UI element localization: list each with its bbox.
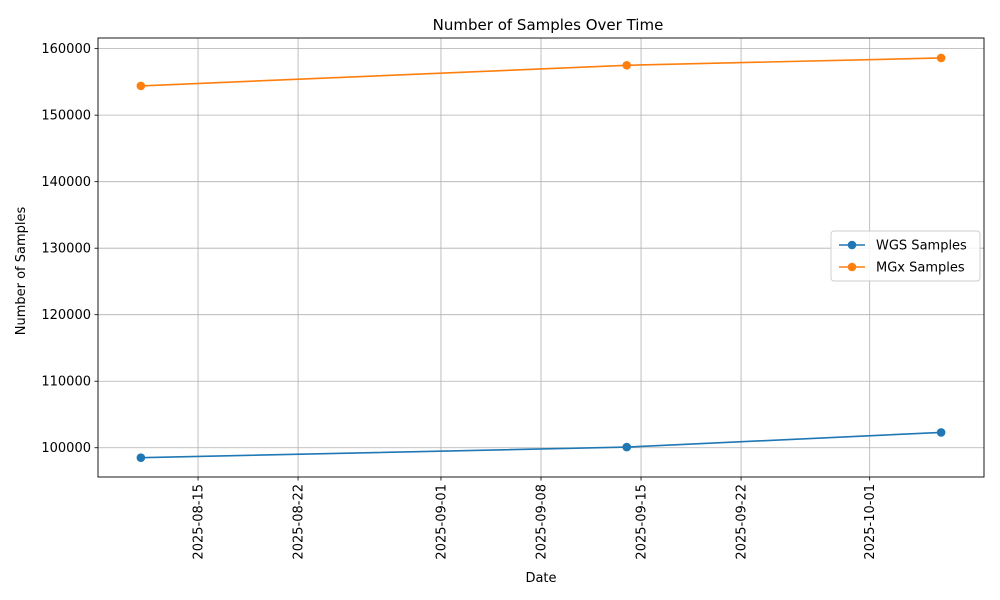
x-axis-label: Date xyxy=(525,571,556,586)
data-point xyxy=(936,53,946,63)
data-point xyxy=(936,428,946,437)
x-tick-label: 2025-09-15 xyxy=(635,484,650,560)
x-tick-label: 2025-08-15 xyxy=(192,484,207,560)
y-tick-label: 160000 xyxy=(41,42,91,57)
legend-item: MGx Samples xyxy=(839,261,965,276)
series-layer xyxy=(136,53,946,463)
y-axis: 100000 110000 120000 130000 140000 150000 1600… xyxy=(41,42,98,456)
x-tick-label: 2025-09-01 xyxy=(434,484,449,560)
legend: WGS Samples MGx Samples xyxy=(830,230,981,282)
y-tick-label: 110000 xyxy=(41,375,91,390)
x-tick-label: 2025-08-22 xyxy=(292,484,307,560)
data-point xyxy=(622,60,632,70)
data-point xyxy=(622,442,632,452)
legend-item: WGS Samples xyxy=(839,239,967,254)
legend-label: WGS Samples xyxy=(876,239,967,254)
x-axis: 2025-08-15 2025-08-22 2025-09-01 2025-09-08… xyxy=(192,477,878,560)
y-tick-label: 130000 xyxy=(41,242,91,257)
y-tick-label: 150000 xyxy=(41,109,91,124)
y-axis-label: Number of Samples xyxy=(14,207,29,336)
grid-lines xyxy=(98,38,984,477)
series-wgs-samples xyxy=(136,428,946,463)
legend-marker xyxy=(847,240,857,250)
y-tick-label: 140000 xyxy=(41,175,91,190)
series-mgx-samples xyxy=(136,53,946,91)
x-tick-label: 2025-09-08 xyxy=(535,484,550,560)
legend-label: MGx Samples xyxy=(876,261,965,276)
legend-marker xyxy=(847,262,857,272)
y-tick-label: 100000 xyxy=(41,441,91,456)
y-tick-label: 120000 xyxy=(41,308,91,323)
legend-box xyxy=(830,230,981,282)
x-tick-label: 2025-10-01 xyxy=(863,484,878,560)
x-tick-label: 2025-09-22 xyxy=(735,484,750,560)
data-point xyxy=(136,453,146,463)
chart-title: Number of Samples Over Time xyxy=(433,16,664,34)
data-point xyxy=(136,81,146,91)
